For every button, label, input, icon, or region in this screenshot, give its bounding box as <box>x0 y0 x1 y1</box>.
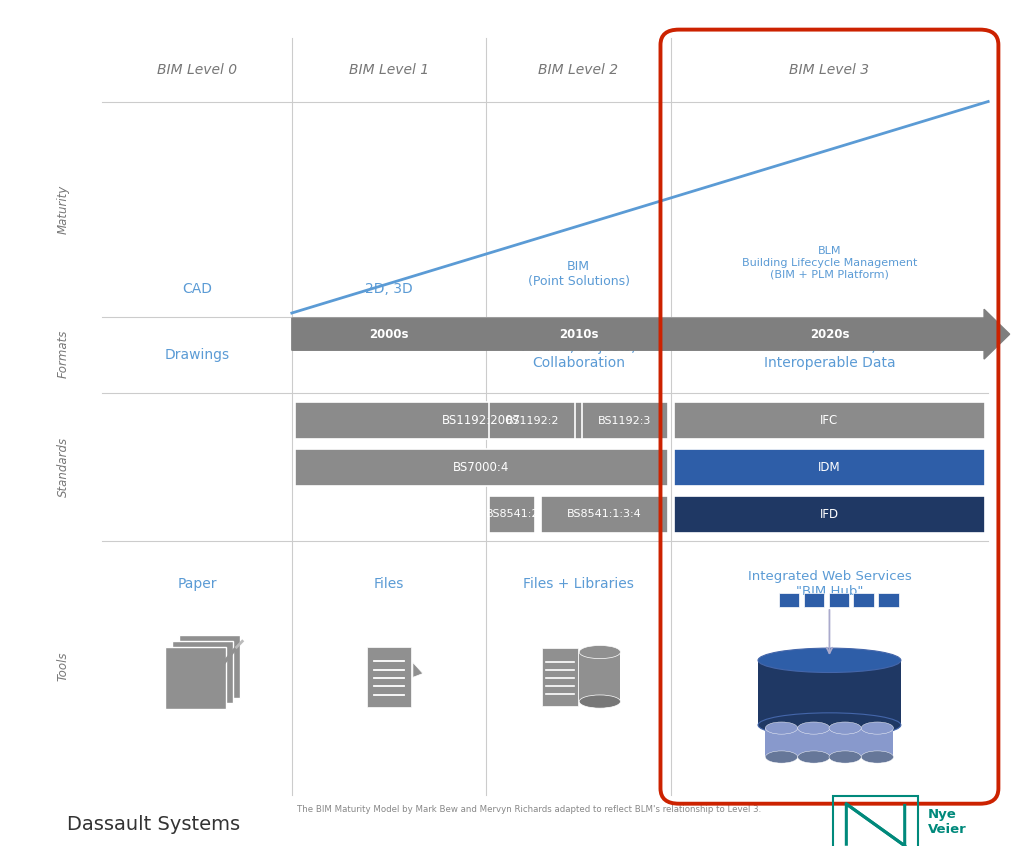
Text: Nye
Veier: Nye Veier <box>928 808 967 836</box>
Text: Models, Objects,
Collaboration: Models, Objects, Collaboration <box>521 340 636 371</box>
FancyBboxPatch shape <box>165 647 225 709</box>
Polygon shape <box>413 662 423 678</box>
Text: Transactable,
Interoperable Data: Transactable, Interoperable Data <box>764 340 895 371</box>
Ellipse shape <box>798 722 829 734</box>
Ellipse shape <box>758 648 901 673</box>
FancyBboxPatch shape <box>804 593 824 607</box>
Ellipse shape <box>861 722 894 734</box>
Text: Files: Files <box>374 577 404 591</box>
Ellipse shape <box>829 751 861 763</box>
Text: IDM: IDM <box>818 461 841 474</box>
Ellipse shape <box>798 751 829 763</box>
Ellipse shape <box>580 695 621 708</box>
FancyBboxPatch shape <box>853 593 873 607</box>
FancyBboxPatch shape <box>580 652 621 701</box>
Text: Standards: Standards <box>57 437 70 497</box>
Ellipse shape <box>861 751 894 763</box>
Text: Dassault Systems: Dassault Systems <box>67 816 240 834</box>
FancyBboxPatch shape <box>674 496 985 533</box>
Text: Drawings: Drawings <box>165 349 229 362</box>
Text: BS1192:2007: BS1192:2007 <box>441 414 521 427</box>
FancyBboxPatch shape <box>172 641 233 704</box>
Text: BS8541:2: BS8541:2 <box>485 509 539 519</box>
FancyBboxPatch shape <box>541 496 668 533</box>
Text: BIM Level 2: BIM Level 2 <box>539 63 618 77</box>
Ellipse shape <box>758 713 901 737</box>
FancyBboxPatch shape <box>765 728 798 757</box>
Text: 2010s: 2010s <box>559 327 598 341</box>
Text: IFD: IFD <box>820 508 839 521</box>
FancyBboxPatch shape <box>295 402 668 439</box>
FancyBboxPatch shape <box>758 661 901 725</box>
Text: 2000s: 2000s <box>370 327 409 341</box>
Text: BIM Level 1: BIM Level 1 <box>349 63 429 77</box>
Text: Tools: Tools <box>57 651 70 680</box>
FancyBboxPatch shape <box>674 402 985 439</box>
Text: BIM Level 0: BIM Level 0 <box>157 63 238 77</box>
Text: 2020s: 2020s <box>810 327 849 341</box>
Text: BLM
Building Lifecycle Management
(BIM + PLM Platform): BLM Building Lifecycle Management (BIM +… <box>741 246 918 279</box>
FancyBboxPatch shape <box>489 496 535 533</box>
FancyBboxPatch shape <box>582 402 668 439</box>
Text: BS1192:3: BS1192:3 <box>598 415 651 426</box>
FancyBboxPatch shape <box>879 593 899 607</box>
FancyBboxPatch shape <box>798 728 829 757</box>
FancyBboxPatch shape <box>295 448 668 486</box>
Text: BIM Level 3: BIM Level 3 <box>790 63 869 77</box>
Text: CAD: CAD <box>182 282 212 296</box>
Text: IFC: IFC <box>820 414 839 427</box>
Text: Integrated Web Services
"BIM Hub": Integrated Web Services "BIM Hub" <box>748 569 911 598</box>
FancyBboxPatch shape <box>179 635 240 697</box>
FancyBboxPatch shape <box>829 728 861 757</box>
Ellipse shape <box>829 722 861 734</box>
Text: Formats: Formats <box>57 329 70 378</box>
Text: BIM
(Point Solutions): BIM (Point Solutions) <box>527 260 630 288</box>
FancyBboxPatch shape <box>861 728 894 757</box>
FancyArrow shape <box>292 310 1010 359</box>
Text: Files + Libraries: Files + Libraries <box>523 577 634 591</box>
Text: Paper: Paper <box>177 577 217 591</box>
Ellipse shape <box>580 645 621 659</box>
Text: BS1192:2: BS1192:2 <box>506 415 559 426</box>
Text: BS7000:4: BS7000:4 <box>453 461 510 474</box>
FancyBboxPatch shape <box>489 402 575 439</box>
Text: Maturity: Maturity <box>57 184 70 233</box>
FancyBboxPatch shape <box>542 648 579 706</box>
Ellipse shape <box>765 722 798 734</box>
FancyBboxPatch shape <box>368 646 411 707</box>
FancyBboxPatch shape <box>828 593 849 607</box>
FancyBboxPatch shape <box>674 448 985 486</box>
Text: The BIM Maturity Model by Mark Bew and Mervyn Richards adapted to reflect BLM's : The BIM Maturity Model by Mark Bew and M… <box>297 805 761 815</box>
FancyBboxPatch shape <box>779 593 799 607</box>
Text: BS8541:1:3:4: BS8541:1:3:4 <box>567 509 642 519</box>
Ellipse shape <box>765 751 798 763</box>
Text: 1990s: 1990s <box>177 327 217 341</box>
Text: 2D, 3D: 2D, 3D <box>366 282 413 296</box>
